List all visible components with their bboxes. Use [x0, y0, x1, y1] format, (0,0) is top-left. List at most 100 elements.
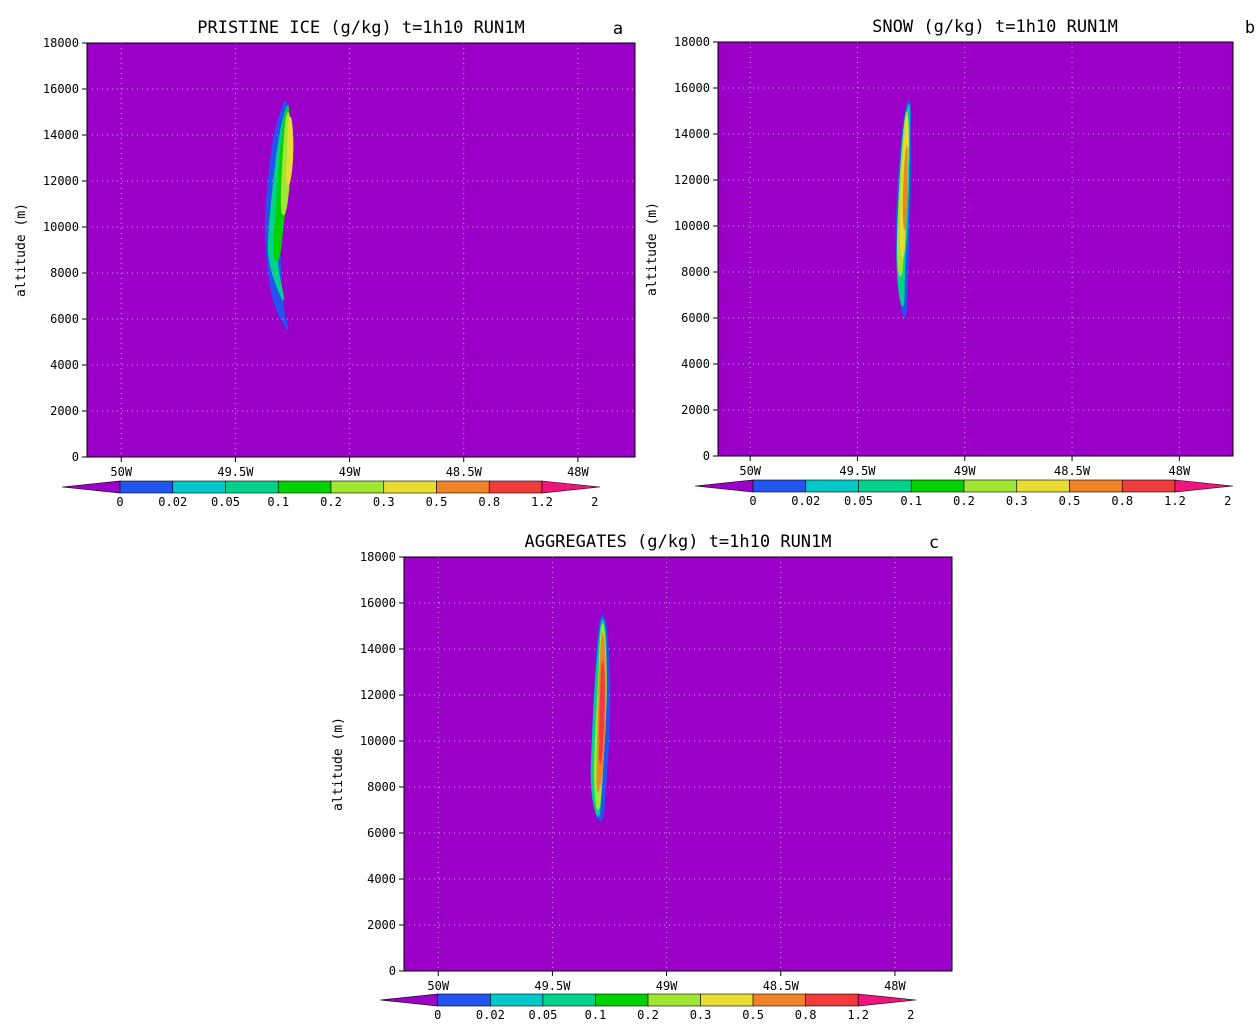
x-tick-label: 48W [567, 465, 589, 479]
plot-background [404, 557, 952, 971]
y-tick-label: 4000 [367, 872, 396, 886]
y-tick-label: 12000 [360, 688, 396, 702]
y-tick-label: 14000 [43, 128, 79, 142]
x-tick-label: 48W [1169, 464, 1191, 478]
x-tick-label: 49.5W [839, 464, 876, 478]
colorbar-label: 1.2 [847, 1008, 869, 1022]
y-tick-label: 12000 [43, 174, 79, 188]
grid [87, 43, 635, 457]
colorbar-label: 2 [591, 495, 598, 509]
colorbar-swatch [858, 479, 912, 493]
colorbar-label: 0.05 [211, 495, 240, 509]
y-tick-label: 10000 [360, 734, 396, 748]
plot-frame [403, 556, 953, 972]
colorbar-label: 0.02 [158, 495, 187, 509]
y-tick-label: 8000 [367, 780, 396, 794]
y-tick-label: 2000 [367, 918, 396, 932]
panel-c: 0 2000 4000 6000 8000 10000 12000 14000 16000 180… [331, 532, 953, 1022]
x-tick-label: 48.5W [446, 465, 483, 479]
colorbar-label: 0.2 [320, 495, 342, 509]
y-tick-label: 16000 [674, 81, 710, 95]
colorbar-label: 0.2 [637, 1008, 659, 1022]
plume [264, 100, 294, 331]
grid [718, 42, 1233, 456]
x-tick-label: 49.5W [217, 465, 254, 479]
colorbar-swatch [61, 480, 121, 494]
colorbar-swatch [700, 993, 754, 1007]
x-tick-label: 49W [339, 465, 361, 479]
y-axis-label: altitude (m) [645, 202, 660, 296]
colorbar-label: 0.8 [478, 495, 500, 509]
colorbar-swatch [277, 480, 332, 494]
y-tick-label: 8000 [681, 265, 710, 279]
colorbar-label: 0 [749, 494, 756, 508]
x-tick-label: 49.5W [534, 979, 571, 993]
contour-level-0.5 [286, 116, 294, 186]
colorbar-label: 0.5 [742, 1008, 764, 1022]
y-tick-label: 10000 [674, 219, 710, 233]
x-tick-label: 48.5W [763, 979, 800, 993]
colorbar-swatch [383, 480, 437, 494]
panel-letter: b [1245, 18, 1255, 38]
y-tick-label: 6000 [681, 311, 710, 325]
x-tick-label: 49W [656, 979, 678, 993]
colorbar-swatch [119, 480, 174, 494]
colorbar-label: 0.02 [476, 1008, 505, 1022]
colorbar-swatch [1016, 479, 1070, 493]
x-tick-label: 48.5W [1054, 464, 1091, 478]
plume [895, 99, 912, 318]
colorbar-swatch [225, 480, 279, 494]
y-tick-label: 4000 [681, 357, 710, 371]
y-tick-label: 4000 [50, 358, 79, 372]
colorbar-swatch [1069, 479, 1123, 493]
panel-title: PRISTINE ICE (g/kg) t=1h10 RUN1M [197, 18, 525, 38]
plot-frame [86, 42, 636, 458]
colorbar-swatch [647, 993, 701, 1007]
x-tick-label: 49W [954, 464, 976, 478]
colorbar: 0 0.02 0.05 0.1 0.2 0.3 0.5 0.8 1.2 2 [379, 993, 917, 1022]
y-tick-label: 14000 [674, 127, 710, 141]
colorbar-swatch [437, 993, 491, 1007]
y-tick-label: 0 [72, 450, 79, 464]
y-axis-label: altitude (m) [14, 203, 29, 297]
colorbar-label: 0.05 [528, 1008, 557, 1022]
panel-a: 0 2000 4000 6000 8000 10000 12000 14000 16000 180… [14, 18, 636, 509]
x-tick-label: 48W [884, 979, 906, 993]
colorbar-swatch [541, 480, 601, 494]
colorbar-label: 0.3 [373, 495, 395, 509]
colorbar-swatch [542, 993, 596, 1007]
panel-b: 0 2000 4000 6000 8000 10000 12000 14000 16000 180… [645, 17, 1255, 508]
panel-letter: a [613, 19, 623, 39]
x-tick-label: 50W [739, 464, 761, 478]
colorbar-label: 0.3 [690, 1008, 712, 1022]
y-tick-label: 6000 [50, 312, 79, 326]
y-tick-label: 14000 [360, 642, 396, 656]
y-tick-label: 6000 [367, 826, 396, 840]
colorbar-swatch [595, 993, 649, 1007]
colorbar-swatch [805, 993, 859, 1007]
colorbar-label: 0.8 [795, 1008, 817, 1022]
y-tick-label: 18000 [674, 35, 710, 49]
colorbar-label: 0.5 [426, 495, 448, 509]
colorbar-label: 0 [434, 1008, 441, 1022]
colorbar-swatch [172, 480, 226, 494]
panel-title: SNOW (g/kg) t=1h10 RUN1M [872, 17, 1118, 37]
colorbar-swatch [1174, 479, 1234, 493]
colorbar-label: 0.1 [267, 495, 289, 509]
colorbar-swatch [963, 479, 1018, 493]
x-tick-label: 50W [110, 465, 132, 479]
y-tick-label: 0 [703, 449, 710, 463]
y-tick-label: 0 [389, 964, 396, 978]
grid [404, 557, 952, 971]
colorbar-label: 0.3 [1006, 494, 1028, 508]
panel-letter: c [929, 533, 939, 553]
colorbar-label: 1.2 [531, 495, 553, 509]
colorbar-label: 0 [116, 495, 123, 509]
colorbar-swatch [752, 993, 806, 1007]
y-tick-label: 2000 [50, 404, 79, 418]
colorbar: 0 0.02 0.05 0.1 0.2 0.3 0.5 0.8 1.2 2 [61, 480, 601, 509]
colorbar-swatch [910, 479, 965, 493]
colorbar-swatch [805, 479, 859, 493]
y-tick-label: 16000 [360, 596, 396, 610]
colorbar-label: 0.8 [1111, 494, 1133, 508]
